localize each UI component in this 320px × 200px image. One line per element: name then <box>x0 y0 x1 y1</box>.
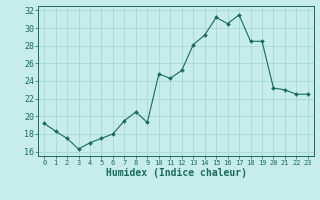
X-axis label: Humidex (Indice chaleur): Humidex (Indice chaleur) <box>106 168 246 178</box>
